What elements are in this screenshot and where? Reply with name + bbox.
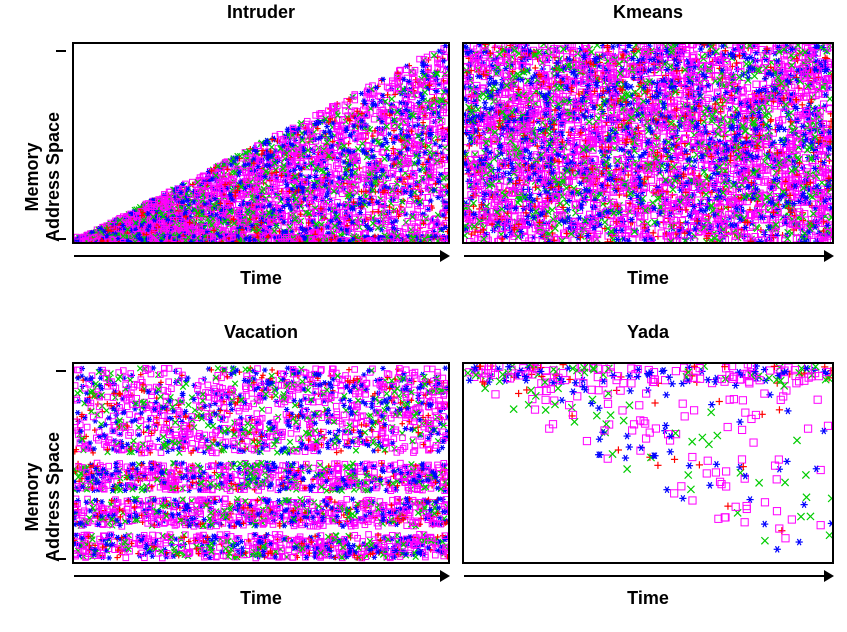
panel-intruder: Intruder Time (72, 30, 450, 300)
row-1: Memory Address Space Intruder Time Kmean… (0, 30, 847, 300)
title-yada: Yada (462, 322, 834, 343)
panel-kmeans: Kmeans Time (462, 30, 834, 300)
plotbox-intruder (72, 42, 450, 244)
plotbox-vacation (72, 362, 450, 564)
plotbox-yada (462, 362, 834, 564)
xaxis-arrow-kmeans (462, 246, 834, 266)
figure-grid: Memory Address Space Intruder Time Kmean… (0, 0, 847, 632)
yticks-row2 (56, 370, 68, 560)
scatter-intruder (74, 44, 448, 242)
xlabel-vacation: Time (72, 588, 450, 609)
scatter-kmeans (464, 44, 832, 242)
ylabel-row1-line1: Memory (22, 142, 42, 211)
panel-yada: Yada Time (462, 350, 834, 620)
title-intruder: Intruder (72, 2, 450, 23)
plotbox-kmeans (462, 42, 834, 244)
xaxis-arrow-vacation (72, 566, 450, 586)
panel-vacation: Vacation Time (72, 350, 450, 620)
xlabel-yada: Time (462, 588, 834, 609)
xlabel-kmeans: Time (462, 268, 834, 289)
xlabel-intruder: Time (72, 268, 450, 289)
row-2: Memory Address Space Vacation Time Yada (0, 350, 847, 620)
title-kmeans: Kmeans (462, 2, 834, 23)
scatter-vacation (74, 364, 448, 562)
xaxis-arrow-intruder (72, 246, 450, 266)
ylabel-row2-line1: Memory (22, 462, 42, 531)
xaxis-arrow-yada (462, 566, 834, 586)
scatter-yada (464, 364, 832, 562)
yticks-row1 (56, 50, 68, 240)
title-vacation: Vacation (72, 322, 450, 343)
